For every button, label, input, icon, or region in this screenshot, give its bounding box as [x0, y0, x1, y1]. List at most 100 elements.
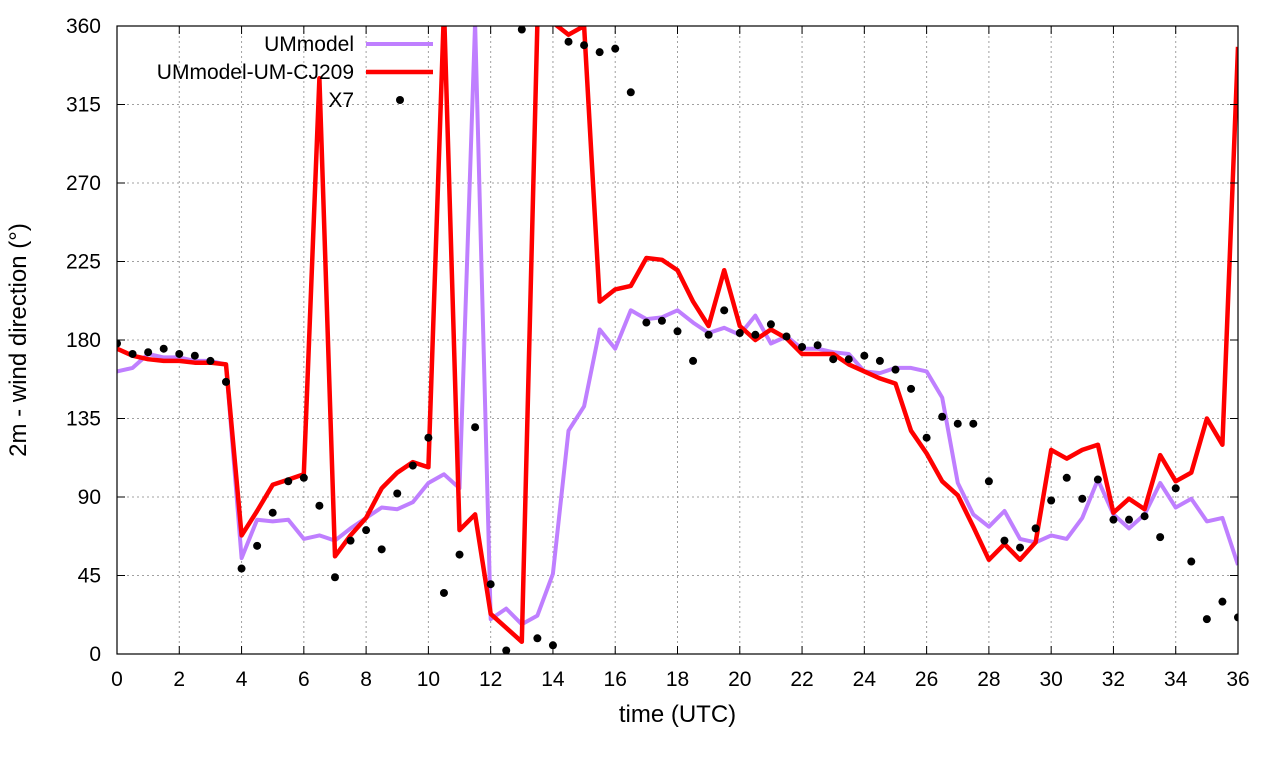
x-tick-label: 12	[479, 668, 502, 691]
series-point-x7	[175, 349, 184, 358]
series-point-x7	[221, 377, 230, 386]
y-tick-label: 225	[66, 251, 101, 274]
series-point-x7	[190, 351, 199, 360]
series-point-x7	[564, 37, 573, 46]
series-point-x7	[1156, 533, 1165, 542]
series-point-x7	[408, 461, 417, 470]
y-tick-label: 180	[66, 329, 101, 352]
series-point-x7	[1171, 484, 1180, 493]
series-point-x7	[860, 351, 869, 360]
series-point-x7	[953, 419, 962, 428]
series-point-x7	[455, 550, 464, 559]
series-point-x7	[875, 356, 884, 365]
series-point-x7	[377, 545, 386, 554]
series-line-ummodel	[117, 26, 1238, 627]
x-tick-label: 28	[977, 668, 1000, 691]
x-tick-label: 8	[360, 668, 372, 691]
y-tick-label: 270	[66, 172, 101, 195]
series-point-x7	[1062, 473, 1071, 482]
series-point-x7	[1031, 524, 1040, 533]
series-point-x7	[984, 477, 993, 486]
series-point-x7	[362, 526, 371, 535]
x-tick-label: 14	[541, 668, 565, 691]
series-point-x7	[1125, 515, 1134, 524]
series-point-x7	[1187, 557, 1196, 566]
series-point-x7	[673, 327, 682, 336]
x-tick-label: 16	[604, 668, 627, 691]
series-point-x7	[486, 580, 495, 589]
series-point-x7	[907, 384, 916, 393]
series-layer	[117, 26, 1238, 654]
series-point-x7	[471, 423, 480, 432]
series-point-x7	[580, 41, 589, 50]
series-point-x7	[206, 356, 215, 365]
series-point-x7	[548, 641, 557, 650]
legend: UMmodel UMmodel-UM-CJ209 X7	[157, 33, 433, 112]
grid	[117, 26, 1238, 654]
y-tick-label: 45	[78, 565, 101, 588]
legend-label-x7: X7	[328, 89, 354, 112]
series-point-x7	[1016, 543, 1025, 552]
series-point-x7	[237, 564, 246, 573]
series-point-x7	[938, 412, 947, 421]
series-point-x7	[720, 306, 729, 315]
x-tick-label: 2	[173, 668, 185, 691]
series-point-x7	[844, 355, 853, 364]
series-point-x7	[330, 573, 339, 582]
x-tick-label: 34	[1164, 668, 1188, 691]
x-tick-label: 26	[915, 668, 938, 691]
x-tick-label: 20	[728, 668, 751, 691]
x-tick-label: 18	[666, 668, 689, 691]
series-point-x7	[1109, 515, 1118, 524]
series-point-x7	[439, 588, 448, 597]
y-tick-label: 135	[66, 408, 101, 431]
series-point-x7	[346, 536, 355, 545]
x-tick-label: 10	[417, 668, 440, 691]
series-point-x7	[704, 330, 713, 339]
series-point-x7	[117, 339, 121, 348]
series-point-x7	[128, 349, 137, 358]
series-point-x7	[611, 44, 620, 53]
series-point-x7	[689, 356, 698, 365]
series-point-x7	[751, 330, 760, 339]
series-point-x7	[299, 473, 308, 482]
x-tick-label: 32	[1102, 668, 1125, 691]
series-point-x7	[1000, 536, 1009, 545]
legend-label-ummodel: UMmodel	[264, 33, 354, 56]
series-point-x7	[268, 508, 277, 517]
series-point-x7	[829, 355, 838, 364]
series-point-x7	[1140, 512, 1149, 521]
y-tick-label: 0	[89, 643, 101, 666]
series-point-x7	[1218, 597, 1227, 606]
series-point-x7	[502, 646, 511, 654]
x-tick-label: 4	[236, 668, 248, 691]
series-point-x7	[595, 48, 604, 57]
x-tick-label: 30	[1039, 668, 1062, 691]
axis-ticks: 0 2 4 6 8 10 12 14 16 18 20 22 24 26 28 30 32 34 360459013…	[66, 15, 1250, 691]
series-point-x7	[1234, 613, 1238, 622]
series-point-x7	[517, 26, 526, 34]
series-point-x7	[735, 329, 744, 338]
series-point-x7	[1078, 494, 1087, 503]
x-axis-label: time (UTC)	[619, 701, 736, 728]
legend-swatch-x7	[396, 96, 404, 104]
series-point-x7	[1093, 475, 1102, 484]
series-point-x7	[657, 316, 666, 325]
series-point-x7	[798, 342, 807, 351]
x-tick-label: 0	[111, 668, 123, 691]
y-tick-label: 90	[78, 486, 101, 509]
x-tick-label: 24	[853, 668, 877, 691]
series-point-x7	[533, 634, 542, 643]
series-point-x7	[393, 489, 402, 498]
x-tick-label: 36	[1226, 668, 1249, 691]
series-point-x7	[144, 348, 153, 357]
series-point-x7	[284, 477, 293, 486]
series-point-x7	[891, 365, 900, 374]
series-point-x7	[315, 501, 324, 510]
series-point-x7	[642, 318, 651, 327]
series-point-x7	[159, 344, 168, 353]
series-point-x7	[766, 320, 775, 329]
series-point-x7	[969, 419, 978, 428]
series-point-x7	[782, 332, 791, 341]
